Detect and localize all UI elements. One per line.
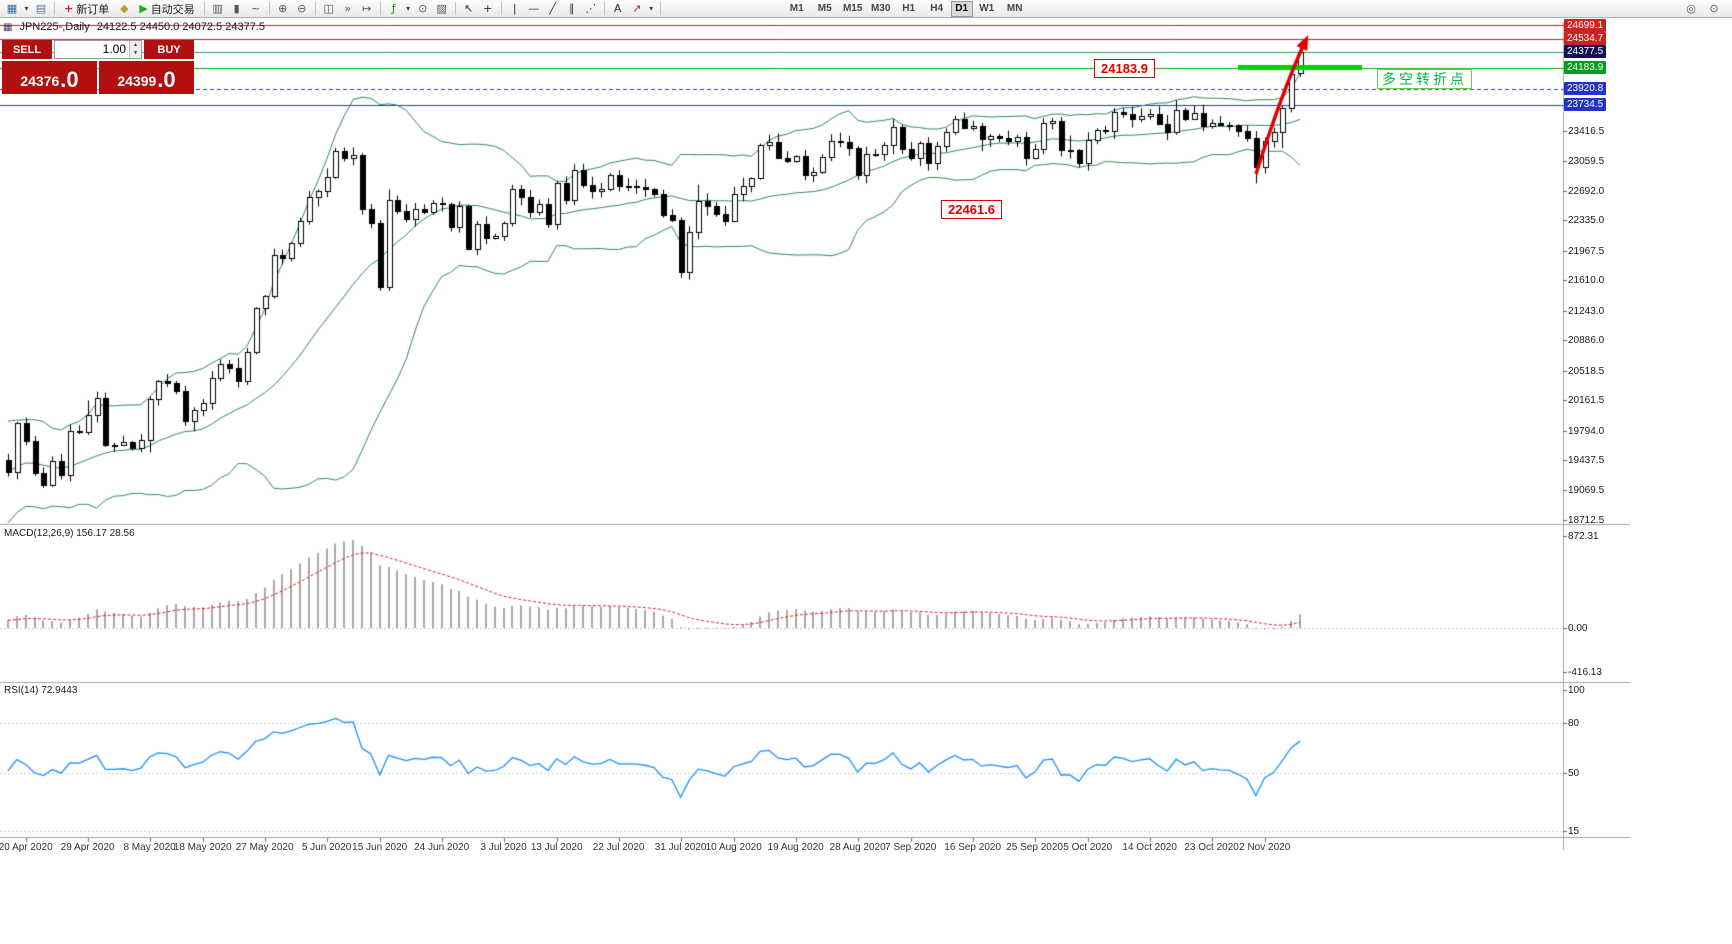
sell-button[interactable]: SELL bbox=[2, 40, 52, 59]
text-icon[interactable]: A bbox=[613, 1, 622, 15]
chart-ohlc: 24122.5 24450.0 24072.5 24377.5 bbox=[96, 21, 265, 33]
horizontal-line-icon[interactable]: — bbox=[528, 1, 540, 15]
bar-chart-icon[interactable]: ▥ bbox=[212, 1, 223, 15]
price-callout-22461[interactable]: 22461.6 bbox=[941, 200, 1002, 219]
periods-icon[interactable]: ⊙ bbox=[418, 1, 428, 15]
toolbar-separator bbox=[203, 2, 205, 15]
equidistant-channel-icon[interactable]: ∥ bbox=[568, 1, 575, 15]
toolbar-separator bbox=[603, 2, 605, 15]
timeframe-H1[interactable]: H1 bbox=[902, 2, 916, 14]
search-icon[interactable]: ⊙ bbox=[1709, 1, 1719, 15]
zoom-in-icon[interactable]: ⊕ bbox=[278, 1, 288, 15]
timeframe-M1[interactable]: M1 bbox=[789, 2, 804, 14]
timeframe-group: M1 M5 M15 M30 H1 H4 D1 W1 MN bbox=[783, 0, 1029, 17]
arrows-icon[interactable]: ↗ bbox=[632, 1, 642, 15]
tile-windows-icon[interactable]: ◫ bbox=[323, 1, 334, 15]
timeframe-H4[interactable]: H4 bbox=[930, 2, 944, 14]
toolbar-separator bbox=[314, 2, 316, 15]
new-order-icon: + bbox=[64, 2, 74, 15]
timeframe-M5[interactable]: M5 bbox=[817, 2, 832, 14]
new-chart-dropdown-icon[interactable]: ▾ bbox=[24, 3, 29, 13]
toolbar-separator bbox=[454, 2, 456, 15]
timeframe-M15[interactable]: M15 bbox=[842, 2, 863, 14]
timeframe-M30[interactable]: M30 bbox=[870, 2, 891, 14]
autotrading-button[interactable]: ▶ 自动交易 bbox=[139, 2, 195, 16]
zoom-out-icon[interactable]: ⊖ bbox=[297, 1, 307, 15]
candlestick-chart-icon[interactable]: ▮ bbox=[233, 1, 240, 15]
profiles-icon[interactable]: ▤ bbox=[35, 1, 47, 15]
cursor-icon[interactable]: ↖ bbox=[464, 1, 474, 15]
toolbar-separator bbox=[379, 2, 381, 15]
buy-price[interactable]: 24399.0 bbox=[99, 61, 194, 94]
sell-price-main: 24376 bbox=[20, 73, 60, 89]
new-chart-icon[interactable]: ▦ bbox=[6, 1, 18, 15]
buy-price-main: 24399 bbox=[117, 73, 157, 89]
toolbar-separator bbox=[54, 2, 55, 15]
volume-spinner: ▲ ▼ bbox=[129, 41, 141, 58]
sell-price-pip: .0 bbox=[60, 67, 79, 92]
toolbar-separator bbox=[500, 2, 502, 15]
buy-button[interactable]: BUY bbox=[144, 40, 194, 59]
volume-down-icon[interactable]: ▼ bbox=[130, 49, 141, 57]
indicators-dropdown-icon[interactable]: ▾ bbox=[406, 3, 411, 13]
macd-indicator-label: MACD(12,26,9) 156.17 28.56 bbox=[4, 528, 135, 539]
trendline-icon[interactable]: ╱ bbox=[549, 1, 556, 15]
volume-value[interactable]: 1.00 bbox=[102, 42, 126, 56]
price-callout-24183[interactable]: 24183.9 bbox=[1094, 59, 1155, 78]
autotrading-icon: ▶ bbox=[139, 2, 148, 15]
toolbar-right-group: ◎ ⊙ bbox=[1682, 1, 1723, 17]
turning-point-text[interactable]: 多空转折点 bbox=[1377, 69, 1472, 89]
vertical-line-icon[interactable]: | bbox=[512, 1, 517, 15]
timeframe-W1[interactable]: W1 bbox=[979, 2, 995, 14]
chart-shift-icon[interactable]: ↦ bbox=[362, 1, 372, 15]
timeframe-D1[interactable]: D1 bbox=[950, 0, 973, 17]
toolbar-separator bbox=[659, 2, 661, 15]
timeframe-MN[interactable]: MN bbox=[1006, 2, 1023, 14]
chart-symbol-line: ▦ JPN225-,Daily 24122.5 24450.0 24072.5 … bbox=[3, 21, 265, 33]
one-click-trading-panel: SELL 1.00 ▲ ▼ BUY 24376.0 24399.0 bbox=[2, 40, 194, 94]
toolbar: ▦ ▾ ▤ + 新订单 ◆ ▶ 自动交易 ▥ ▮ ~ ⊕ ⊖ ◫» ↦ ƒ ▾ ⊙ ▨ ↖ + | — ╱ ∥ ⋰ A ↗ ▾ M1 M5 M… bbox=[0, 0, 1732, 18]
auto-scroll-icon[interactable]: » bbox=[344, 1, 352, 15]
line-chart-icon[interactable]: ~ bbox=[251, 1, 261, 15]
fibonacci-icon[interactable]: ⋰ bbox=[585, 1, 597, 15]
toolbar-separator bbox=[268, 2, 270, 15]
metaeditor-icon[interactable]: ◆ bbox=[119, 1, 129, 15]
shapes-dropdown-icon[interactable]: ▾ bbox=[649, 3, 654, 13]
sell-price[interactable]: 24376.0 bbox=[2, 61, 97, 94]
rsi-indicator-label: RSI(14) 72.9443 bbox=[4, 685, 78, 696]
volume-field[interactable]: 1.00 ▲ ▼ bbox=[54, 40, 142, 59]
chart-icon: ▦ bbox=[3, 21, 13, 33]
indicators-icon[interactable]: ƒ bbox=[391, 1, 396, 15]
buy-price-pip: .0 bbox=[157, 67, 176, 92]
crosshair-icon[interactable]: + bbox=[483, 1, 493, 15]
new-order-button[interactable]: + 新订单 bbox=[64, 2, 110, 16]
chart-title: JPN225-,Daily bbox=[19, 21, 90, 33]
templates-icon[interactable]: ▨ bbox=[436, 1, 447, 15]
notification-icon[interactable]: ◎ bbox=[1686, 1, 1696, 15]
volume-up-icon[interactable]: ▲ bbox=[130, 41, 141, 49]
